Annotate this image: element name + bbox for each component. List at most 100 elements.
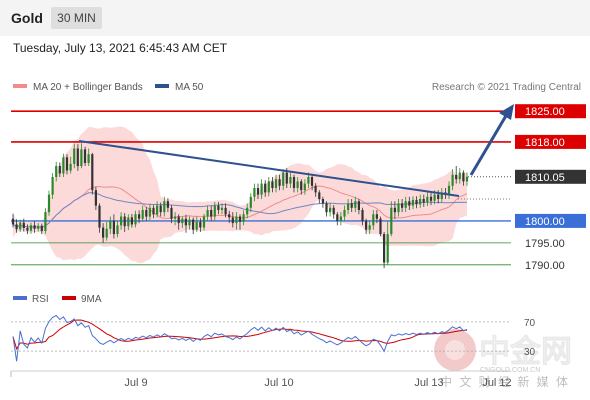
candle-body — [447, 185, 451, 195]
candle-body — [368, 225, 371, 230]
candle-body — [98, 205, 101, 228]
candle-body — [325, 203, 328, 213]
legend-label-bollinger: MA 20 + Bollinger Bands — [33, 82, 143, 93]
bollinger-band-fill — [13, 126, 467, 264]
candle-body — [127, 217, 130, 227]
candle-body — [285, 172, 288, 184]
candle-body — [184, 218, 187, 226]
candle-body — [181, 218, 184, 224]
candle-body — [220, 207, 224, 210]
candle-body — [419, 199, 422, 205]
candle-body — [321, 199, 324, 204]
candle-body — [354, 201, 357, 208]
candle-body — [350, 203, 353, 208]
candle-body — [318, 192, 321, 199]
rsi-ma-legend-label: 9MA — [81, 294, 102, 305]
candle-body — [116, 225, 119, 235]
candle-body — [188, 219, 191, 226]
copyright: Research © 2021 Trading Central — [432, 82, 581, 93]
candle-body — [242, 214, 245, 222]
candle-body — [397, 203, 400, 213]
candlesticks — [11, 143, 469, 269]
candle-body — [148, 207, 151, 217]
level-label-bg-1818.00 — [515, 134, 586, 149]
candle-body — [19, 222, 22, 230]
symbol-title: Gold — [11, 10, 43, 26]
candle-body — [130, 217, 133, 225]
candle-body — [372, 214, 375, 226]
time-tick-jul9: Jul 9 — [124, 377, 147, 389]
candle-body — [393, 207, 396, 213]
candle-body — [62, 157, 65, 174]
candle-body — [379, 218, 382, 235]
candle-body — [152, 207, 155, 215]
rsi-legend: RSI 9MA — [13, 294, 102, 305]
projection-arrow-head — [499, 104, 514, 120]
candle-body — [278, 179, 281, 186]
candle-body — [235, 216, 238, 224]
candle-body — [166, 201, 169, 208]
candle-body — [94, 190, 97, 206]
watermark: 中金网 CNGOLD.COM.CN 中 文 财 经 新 媒 体 — [434, 329, 572, 389]
level-label-bg-1810.05 — [515, 169, 586, 184]
candle-body — [213, 205, 216, 217]
candle-body — [440, 192, 443, 199]
level-label-1795.00: 1795.00 — [525, 238, 565, 250]
candle-body — [383, 234, 386, 263]
candle-body — [87, 154, 90, 163]
candle-body — [332, 207, 335, 215]
candle-body — [451, 174, 454, 186]
candle-body — [231, 217, 234, 224]
candle-body — [80, 149, 83, 167]
candle-body — [199, 221, 202, 228]
candle-body — [123, 216, 126, 227]
candle-body — [174, 216, 177, 219]
candle-body — [292, 177, 296, 188]
time-tick-jul10: Jul 10 — [264, 377, 293, 389]
rsi-level-label-30: 30 — [524, 347, 536, 358]
candle-body — [296, 181, 299, 188]
level-label-1800.00: 1800.00 — [525, 216, 565, 228]
candle-body — [343, 210, 346, 217]
rsi-legend-swatch — [13, 296, 27, 300]
legend-swatch-ma50 — [155, 84, 169, 88]
candle-body — [429, 196, 433, 201]
watermark-cn: 中金网 — [479, 334, 572, 369]
candle-body — [47, 194, 51, 213]
candle-body — [433, 194, 436, 201]
candle-body — [375, 214, 378, 219]
descending-trendline — [78, 140, 460, 197]
timeframe-button[interactable]: 30 MIN — [51, 7, 102, 29]
candle-body — [156, 205, 159, 215]
candle-body — [253, 188, 256, 197]
candle-body — [390, 207, 393, 235]
candle-body — [347, 203, 350, 210]
candle-body — [51, 177, 54, 195]
candle-body — [274, 179, 278, 188]
candle-body — [426, 196, 429, 203]
candle-body — [422, 199, 425, 203]
candle-body — [210, 210, 213, 217]
candle-body — [437, 194, 440, 199]
rsi-legend-label: RSI — [32, 294, 49, 305]
candle-body — [91, 154, 94, 191]
candle-body — [336, 214, 339, 221]
time-tick-jul13: Jul 13 — [414, 377, 443, 389]
level-label-1790.00: 1790.00 — [525, 260, 565, 272]
level-label-bg-1800.00 — [515, 213, 586, 228]
candle-body — [22, 222, 25, 228]
candle-body — [15, 224, 18, 230]
rsi-panel: 70 30 — [11, 314, 536, 362]
candle-body — [314, 185, 317, 193]
candle-body — [228, 214, 231, 218]
candle-body — [404, 201, 407, 208]
candle-body — [217, 205, 220, 210]
watermark-logo-inner — [445, 340, 465, 360]
candle-body — [83, 149, 87, 163]
candle-body — [386, 234, 389, 263]
candle-body — [170, 207, 173, 219]
candle-body — [73, 148, 76, 164]
candle-body — [44, 212, 47, 231]
report-datetime: Tuesday, July 13, 2021 6:45:43 AM CET — [13, 41, 228, 55]
level-label-bg-1825.00 — [515, 104, 586, 119]
